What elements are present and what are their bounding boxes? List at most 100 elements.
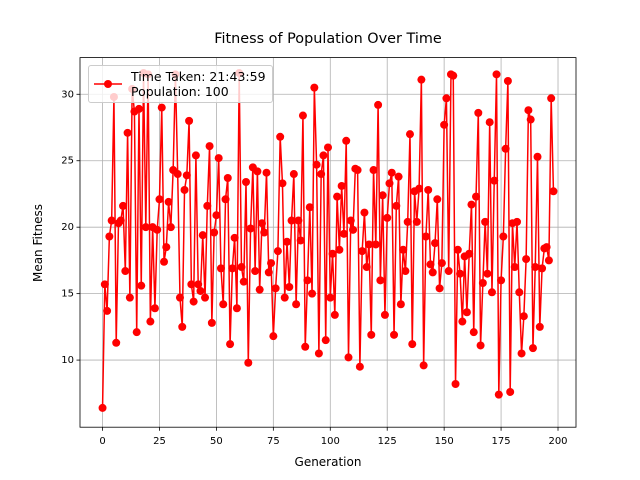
data-point: [267, 259, 276, 268]
data-point: [378, 191, 387, 200]
data-point: [522, 255, 531, 264]
x-tick-label: 175: [492, 436, 511, 447]
data-point: [132, 328, 141, 337]
data-point: [333, 192, 342, 201]
data-point: [433, 195, 442, 204]
data-point: [157, 103, 166, 112]
data-point: [189, 297, 198, 306]
y-tick-label: 25: [61, 156, 74, 167]
data-point: [462, 308, 471, 317]
data-point: [412, 217, 421, 226]
data-point: [337, 181, 346, 190]
data-point: [216, 264, 225, 273]
y-axis-label: Mean Fitness: [31, 204, 45, 282]
data-point: [503, 76, 512, 85]
data-point: [456, 269, 465, 278]
x-tick-label: 100: [321, 436, 340, 447]
data-point: [121, 267, 130, 276]
data-point: [269, 332, 278, 341]
data-point: [146, 317, 155, 326]
data-point: [490, 176, 499, 185]
data-point: [187, 280, 196, 289]
data-point: [380, 310, 389, 319]
data-point: [531, 263, 540, 272]
legend-label: Time Taken: 21:43:59 Population: 100: [131, 69, 266, 99]
x-tick-label: 200: [548, 436, 567, 447]
data-point: [392, 201, 401, 210]
data-point: [287, 216, 296, 225]
data-point: [251, 267, 260, 276]
x-tick-label: 150: [435, 436, 454, 447]
data-point: [319, 151, 328, 160]
chart-title: Fitness of Population Over Time: [214, 31, 442, 47]
data-point: [344, 353, 353, 362]
data-point: [449, 71, 458, 80]
data-point: [244, 358, 253, 367]
data-point: [417, 75, 426, 84]
data-point: [201, 293, 210, 302]
data-point: [408, 340, 417, 349]
data-point: [424, 185, 433, 194]
data-point: [330, 310, 339, 319]
data-point: [155, 195, 164, 204]
data-point: [476, 341, 485, 350]
x-tick-label: 50: [210, 436, 223, 447]
data-point: [301, 342, 310, 351]
data-point: [194, 280, 203, 289]
plot-area: [98, 69, 558, 412]
data-point: [367, 330, 376, 339]
data-point: [533, 152, 542, 161]
data-point: [542, 243, 551, 252]
data-point: [303, 276, 312, 285]
data-point: [255, 285, 264, 294]
y-tick-label: 15: [61, 289, 74, 300]
data-point: [166, 223, 175, 232]
data-point: [196, 286, 205, 295]
x-tick-label: 75: [267, 436, 280, 447]
data-point: [328, 249, 337, 258]
data-point: [360, 208, 369, 217]
data-point: [180, 185, 189, 194]
data-point: [499, 232, 508, 241]
data-point: [239, 277, 248, 286]
data-point: [164, 197, 173, 206]
data-point: [415, 184, 424, 193]
data-point: [510, 263, 519, 272]
data-point: [492, 70, 501, 79]
data-point: [506, 387, 515, 396]
data-point: [150, 304, 159, 313]
data-point: [314, 349, 323, 358]
data-point: [453, 245, 462, 254]
data-point: [358, 247, 367, 256]
data-point: [513, 217, 522, 226]
data-point: [262, 168, 271, 177]
legend: Time Taken: 21:43:59 Population: 100: [88, 65, 273, 103]
data-point: [178, 322, 187, 331]
data-point: [478, 279, 487, 288]
data-point: [528, 344, 537, 353]
data-point: [549, 187, 558, 196]
data-point: [485, 118, 494, 127]
grid: [80, 57, 576, 428]
x-tick-label: 125: [378, 436, 397, 447]
y-tick-label: 10: [61, 355, 74, 366]
data-point: [280, 293, 289, 302]
data-point: [346, 216, 355, 225]
data-point: [175, 293, 184, 302]
data-point: [285, 282, 294, 291]
data-point: [465, 249, 474, 258]
data-point: [228, 264, 237, 273]
data-point: [362, 263, 371, 272]
data-point: [242, 177, 251, 186]
data-point: [501, 144, 510, 153]
data-point: [185, 116, 194, 125]
data-point: [355, 362, 364, 371]
data-point: [364, 240, 373, 249]
data-point: [353, 166, 362, 175]
data-point: [437, 259, 446, 268]
data-point: [182, 171, 191, 180]
axes-frame: [79, 57, 577, 428]
data-point: [232, 304, 241, 313]
data-point: [390, 330, 399, 339]
